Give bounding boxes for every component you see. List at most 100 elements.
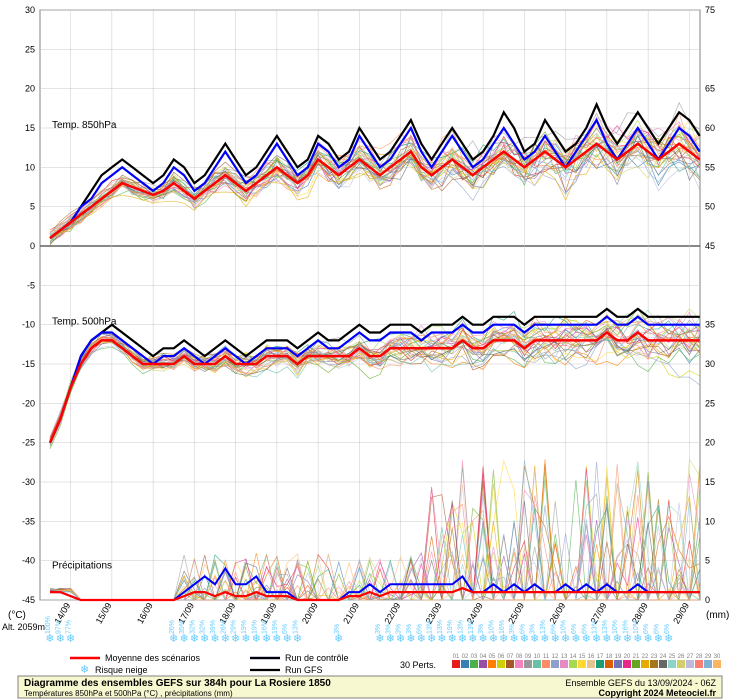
svg-text:Risque neige: Risque neige [95, 665, 148, 675]
svg-text:08: 08 [516, 654, 523, 660]
svg-text:Températures 850hPa et 500hPa: Températures 850hPa et 500hPa (°C) , pré… [24, 689, 233, 698]
svg-text:04: 04 [480, 654, 487, 660]
svg-text:0: 0 [30, 241, 35, 251]
svg-text:13%: 13% [592, 620, 599, 634]
svg-text:26%: 26% [169, 620, 176, 634]
svg-text:20/09: 20/09 [300, 601, 320, 626]
svg-text:12: 12 [552, 654, 559, 660]
svg-text:13%: 13% [540, 620, 547, 634]
svg-text:21/09: 21/09 [341, 601, 361, 626]
svg-text:6%: 6% [653, 624, 660, 634]
svg-text:60: 60 [705, 123, 715, 133]
svg-text:Run de contrôle: Run de contrôle [285, 653, 349, 663]
svg-text:100%: 100% [45, 616, 52, 634]
svg-text:55: 55 [705, 162, 715, 172]
svg-text:15: 15 [25, 123, 35, 133]
svg-text:-40: -40 [22, 556, 35, 566]
svg-text:Copyright 2024 Meteociel.fr: Copyright 2024 Meteociel.fr [598, 688, 716, 698]
svg-text:16%: 16% [262, 620, 269, 634]
svg-text:13%: 13% [427, 620, 434, 634]
svg-text:10: 10 [25, 162, 35, 172]
svg-text:32%: 32% [200, 620, 207, 634]
svg-text:19%: 19% [251, 620, 258, 634]
svg-text:3%: 3% [396, 624, 403, 634]
svg-text:-35: -35 [22, 516, 35, 526]
svg-text:6%: 6% [581, 624, 588, 634]
svg-text:23: 23 [651, 654, 658, 660]
svg-text:22/09: 22/09 [382, 601, 402, 626]
svg-text:6%: 6% [664, 624, 671, 634]
ensemble-chart: -45-40-35-30-25-20-15-10-505101520253005… [0, 0, 740, 700]
svg-text:39%: 39% [210, 620, 217, 634]
svg-text:77%: 77% [66, 620, 73, 634]
svg-text:Diagramme des ensembles GEFS s: Diagramme des ensembles GEFS sur 384h po… [24, 678, 331, 689]
svg-text:10: 10 [705, 516, 715, 526]
svg-text:Moyenne des scénarios: Moyenne des scénarios [105, 653, 201, 663]
svg-text:5: 5 [30, 202, 35, 212]
svg-text:Ensemble GEFS du 13/09/2024 -: Ensemble GEFS du 13/09/2024 - 06Z [565, 678, 716, 688]
svg-text:Run GFS: Run GFS [285, 665, 323, 675]
svg-text:20: 20 [705, 438, 715, 448]
svg-text:10%: 10% [561, 620, 568, 634]
svg-text:16/09: 16/09 [135, 601, 155, 626]
svg-text:6%: 6% [643, 624, 650, 634]
svg-text:17: 17 [597, 654, 604, 660]
svg-text:15: 15 [705, 477, 715, 487]
svg-text:30: 30 [714, 654, 721, 660]
svg-text:19%: 19% [272, 620, 279, 634]
svg-text:30: 30 [705, 359, 715, 369]
svg-text:Alt. 2059m: Alt. 2059m [2, 622, 45, 632]
svg-text:3%: 3% [385, 624, 392, 634]
svg-text:❄: ❄ [80, 664, 89, 676]
svg-text:20: 20 [25, 84, 35, 94]
svg-text:22: 22 [642, 654, 649, 660]
svg-text:3%: 3% [530, 624, 537, 634]
svg-text:13%: 13% [458, 620, 465, 634]
svg-text:10: 10 [534, 654, 541, 660]
svg-text:30: 30 [25, 5, 35, 15]
svg-text:-45: -45 [22, 595, 35, 605]
svg-text:25: 25 [25, 44, 35, 54]
svg-text:01: 01 [453, 654, 460, 660]
svg-text:20: 20 [624, 654, 631, 660]
svg-text:(mm): (mm) [706, 610, 729, 621]
svg-text:3%: 3% [334, 624, 341, 634]
svg-text:29: 29 [705, 654, 712, 660]
svg-text:5: 5 [705, 556, 710, 566]
svg-text:07: 07 [507, 654, 514, 660]
svg-text:50: 50 [705, 202, 715, 212]
svg-text:09: 09 [525, 654, 532, 660]
svg-text:10%: 10% [488, 620, 495, 634]
svg-text:24: 24 [660, 654, 667, 660]
svg-text:26: 26 [678, 654, 685, 660]
svg-text:35: 35 [705, 320, 715, 330]
svg-text:25: 25 [705, 398, 715, 408]
svg-text:6%: 6% [571, 624, 578, 634]
svg-text:Temp. 850hPa: Temp. 850hPa [52, 120, 117, 131]
svg-text:3%: 3% [478, 624, 485, 634]
svg-text:45: 45 [705, 241, 715, 251]
svg-text:06: 06 [498, 654, 505, 660]
svg-text:-25: -25 [22, 438, 35, 448]
svg-text:27: 27 [687, 654, 694, 660]
svg-text:29%: 29% [231, 620, 238, 634]
svg-text:11: 11 [543, 654, 550, 660]
svg-text:-10: -10 [22, 320, 35, 330]
svg-text:15: 15 [579, 654, 586, 660]
svg-text:Précipitations: Précipitations [52, 561, 112, 572]
svg-text:13%: 13% [293, 620, 300, 634]
svg-text:02: 02 [462, 654, 469, 660]
svg-text:16: 16 [588, 654, 595, 660]
svg-text:3%: 3% [509, 624, 516, 634]
svg-text:25/09: 25/09 [506, 601, 526, 626]
svg-text:3%: 3% [406, 624, 413, 634]
svg-text:03: 03 [471, 654, 478, 660]
svg-text:16%: 16% [623, 620, 630, 634]
svg-text:10%: 10% [633, 620, 640, 634]
svg-text:32%: 32% [189, 620, 196, 634]
svg-text:13%: 13% [468, 620, 475, 634]
svg-text:-20: -20 [22, 398, 35, 408]
svg-text:19: 19 [615, 654, 622, 660]
svg-text:16%: 16% [499, 620, 506, 634]
svg-text:65: 65 [705, 84, 715, 94]
